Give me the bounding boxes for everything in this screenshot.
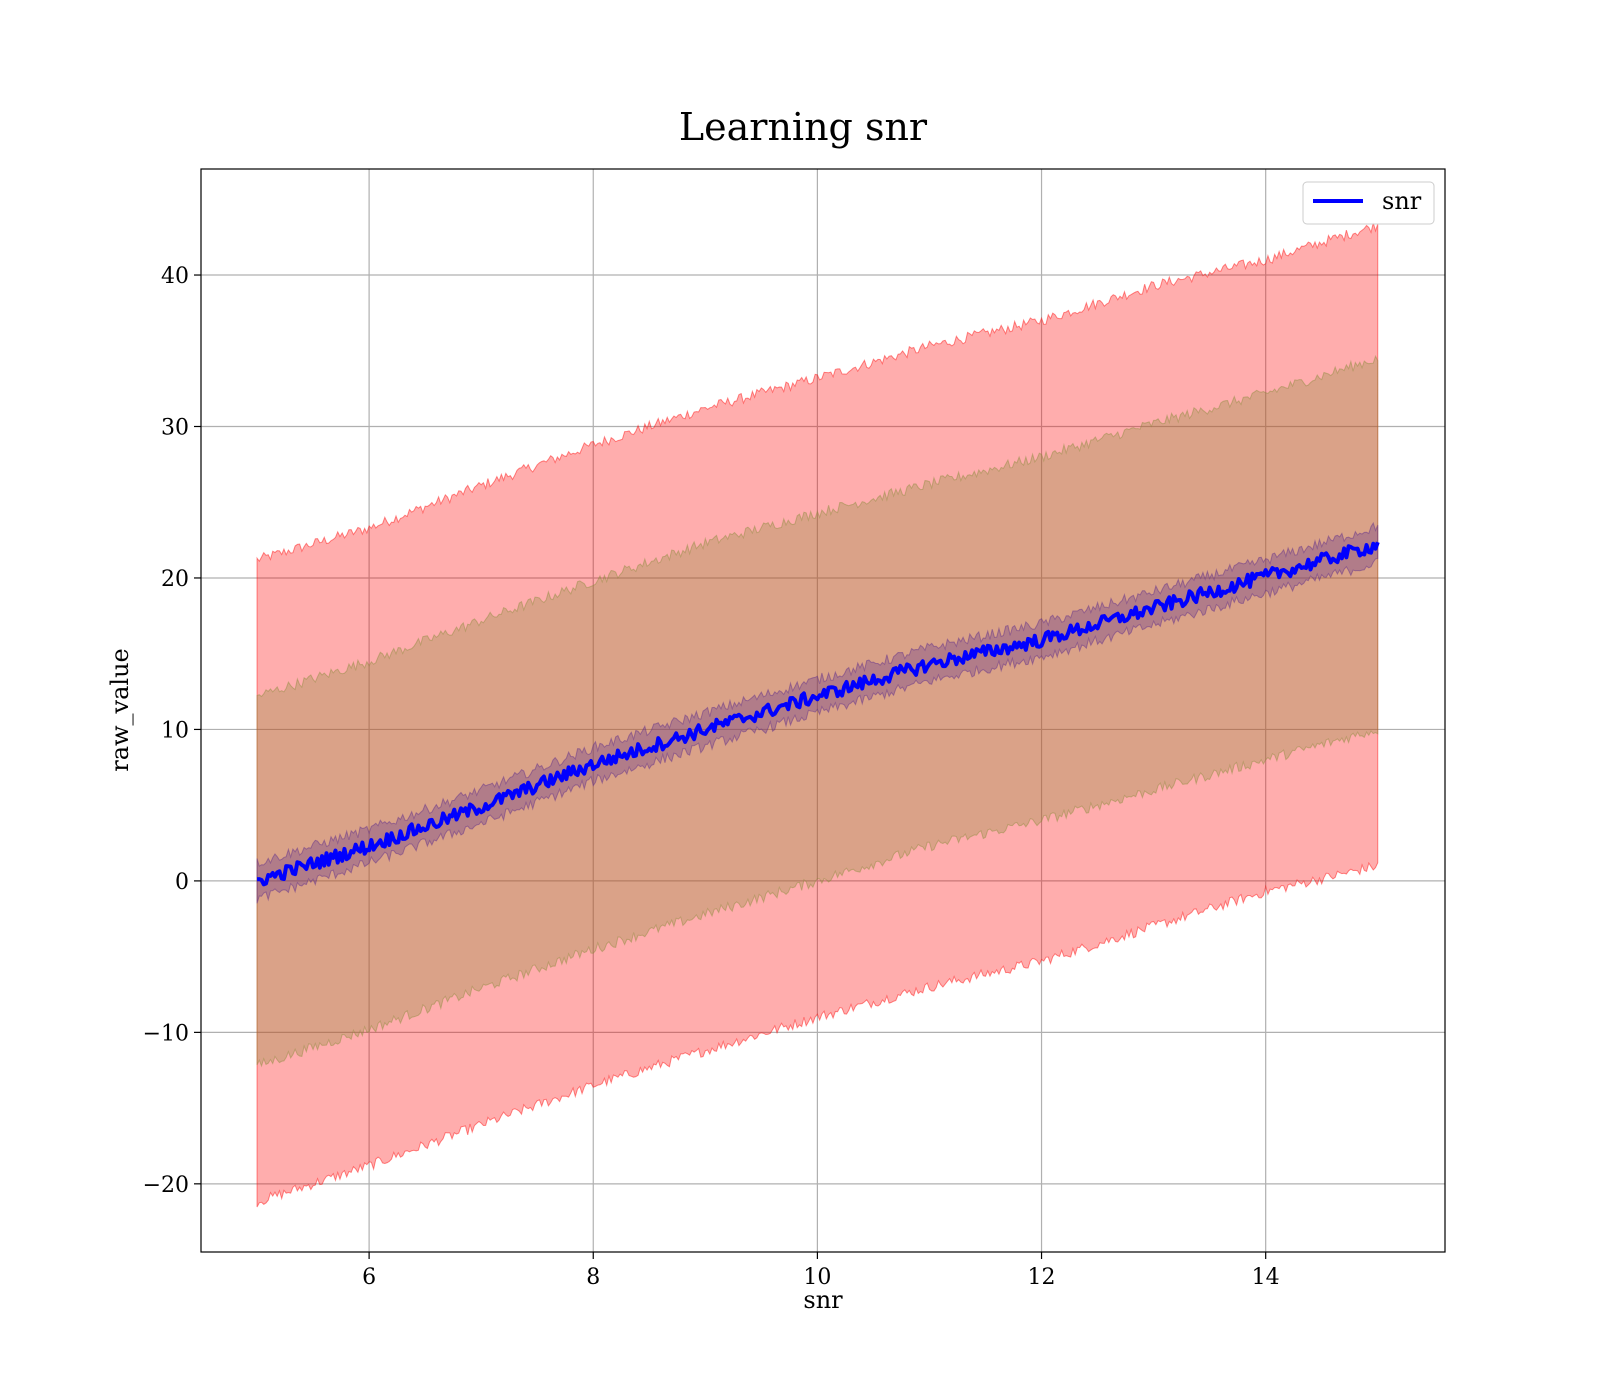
legend-box (1302, 181, 1435, 225)
y-axis-label: raw_value (106, 648, 134, 772)
x-tick-label-4: 14 (1252, 1265, 1280, 1290)
x-axis-label: snr (803, 1286, 843, 1314)
legend-label-snr: snr (1382, 187, 1422, 215)
series-line-snr (256, 541, 1380, 887)
band-2 (256, 521, 1379, 904)
legend: snr (1302, 181, 1435, 225)
y-tick-label-4: 20 (161, 567, 189, 592)
x-tick-label-2: 10 (803, 1265, 831, 1290)
x-tick-label-3: 12 (1028, 1265, 1056, 1290)
y-tick-label-6: 40 (161, 264, 189, 289)
y-axis-ticks: −20 −10 0 10 20 30 40 (143, 264, 201, 1198)
y-tick-label-2: 0 (175, 870, 189, 895)
chart-title: Learning snr (679, 105, 928, 149)
y-tick-label-5: 30 (161, 415, 189, 440)
band-1 (256, 354, 1379, 1068)
y-tick-label-1: −10 (143, 1021, 189, 1046)
x-tick-label-1: 8 (586, 1265, 600, 1290)
y-tick-label-0: −20 (143, 1173, 189, 1198)
plot-frame (200, 168, 1446, 1253)
x-tick-label-0: 6 (362, 1265, 376, 1290)
confidence-bands (256, 222, 1379, 1208)
x-axis-ticks: 6 8 10 12 14 (362, 1252, 1280, 1290)
band-0 (256, 222, 1379, 1208)
y-tick-label-3: 10 (161, 718, 189, 743)
series-lines (256, 541, 1380, 887)
